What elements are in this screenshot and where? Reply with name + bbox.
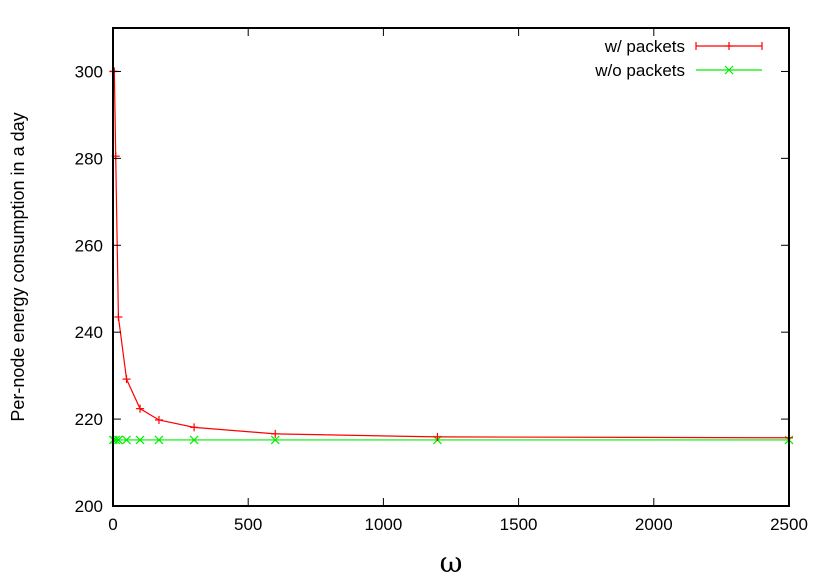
x-tick-label: 1500: [500, 515, 538, 534]
data-point: [270, 435, 280, 445]
y-tick-label: 280: [75, 149, 103, 168]
y-tick-label: 240: [75, 323, 103, 342]
legend: w/ packets w/o packets: [594, 37, 763, 80]
x-tick-label: 1000: [364, 515, 402, 534]
data-point: [154, 435, 164, 445]
y-axis-label: Per-node energy consumption in a day: [8, 112, 28, 421]
legend-item: w/o packets: [594, 61, 762, 80]
data-point: [154, 415, 163, 424]
x-tick-label: 2500: [770, 515, 808, 534]
x-tick-label: 2000: [635, 515, 673, 534]
data-point: [122, 435, 131, 445]
y-tick-label: 300: [75, 62, 103, 81]
legend-marker: [725, 42, 733, 50]
legend-marker: [724, 65, 734, 75]
data-point: [114, 312, 123, 321]
x-tick-label: 0: [108, 515, 117, 534]
y-tick-label: 260: [75, 236, 103, 255]
legend-item: w/ packets: [604, 37, 763, 56]
y-tick-label: 220: [75, 410, 103, 429]
data-point: [271, 429, 280, 438]
data-point: [433, 432, 442, 441]
legend-label: w/ packets: [604, 37, 685, 56]
data-point: [190, 423, 199, 432]
data-point: [136, 404, 145, 413]
data-point: [189, 435, 199, 445]
x-tick-label: 500: [234, 515, 262, 534]
data-point: [135, 435, 145, 445]
y-tick-label: 200: [75, 497, 103, 516]
ticks-layer: 0 500 1000 1500 2000 2500 200 220 240 260 280 300: [75, 28, 808, 534]
plot-frame: [112, 27, 790, 507]
legend-label: w/o packets: [594, 61, 685, 80]
data-point: [122, 375, 131, 384]
data-point: [113, 435, 123, 445]
x-axis-label: ω: [440, 546, 463, 579]
